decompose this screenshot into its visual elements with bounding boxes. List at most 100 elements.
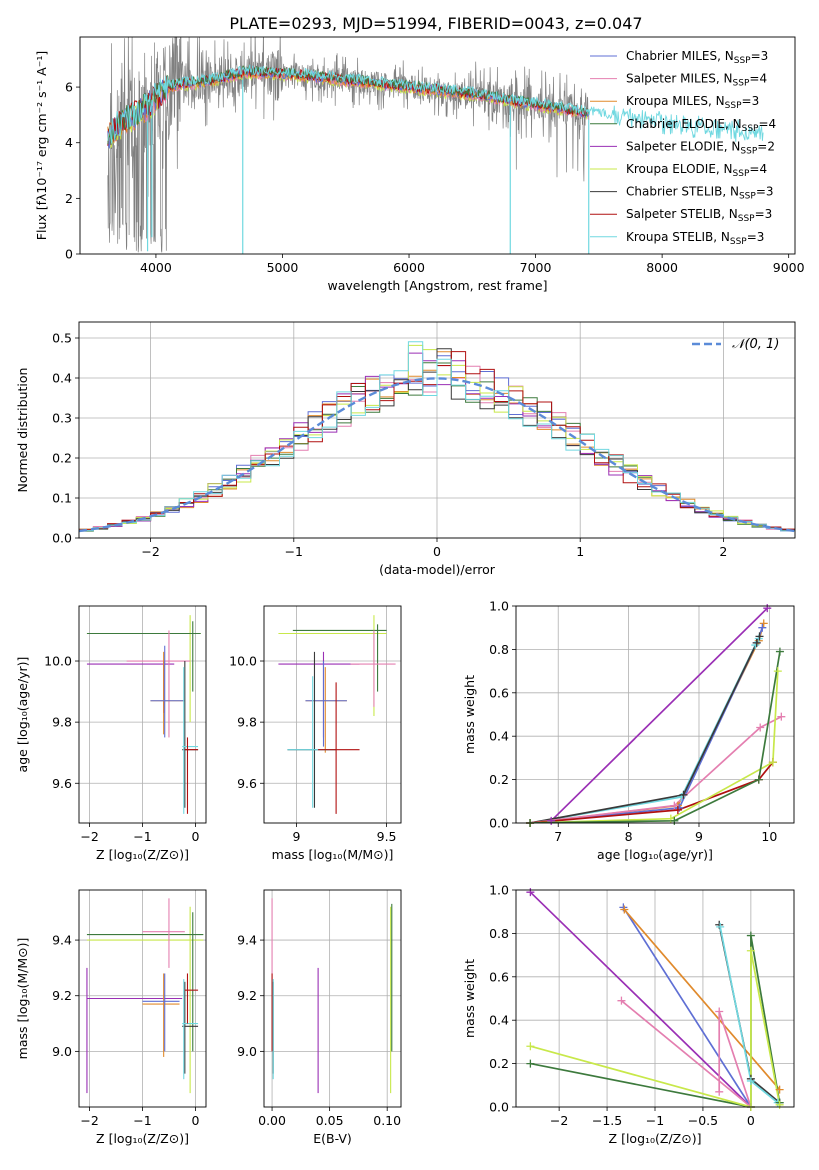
- x-tick-label: 7: [554, 829, 562, 844]
- y-tick-label: 2: [65, 191, 73, 206]
- plot-area-mass_vs_EBV: [271, 898, 393, 1094]
- x-tick-label: 0.10: [373, 1113, 401, 1128]
- axes-age_vs_Z: −2 −1 0 9.6 9.8 10.0 Z [log₁₀(Z/Z⊙)] age [log₁₀…: [15, 605, 207, 862]
- x-tick-label: 0.00: [258, 1113, 286, 1128]
- legend-label-value: =3: [742, 94, 760, 108]
- series-marker-kroupa_stelib: [746, 1076, 755, 1085]
- series-marker-chabrier_elodie: [775, 647, 784, 656]
- series-marker-salpeter_stelib: [673, 805, 682, 814]
- legend-label-subscript: SSP: [742, 124, 759, 134]
- series-marker-chabrier_miles: [758, 623, 767, 632]
- series-line-kroupa_miles: [623, 908, 781, 1091]
- axes-age_vs_mass: 9 9.5 9.6 9.8 10.0 mass [log₁₀(M/M⊙)]: [229, 605, 402, 862]
- axes-frame: [79, 36, 796, 255]
- y-tick-label: 9.0: [237, 1044, 257, 1059]
- x-tick-label: 9000: [773, 260, 805, 275]
- y-tick-label: 0.4: [489, 1013, 509, 1028]
- x-axis-label: Z [log₁₀(Z/Z⊙)]: [96, 847, 189, 862]
- series-marker-salpeter_miles: [670, 801, 679, 810]
- series-line-chabrier_stelib: [529, 636, 761, 823]
- legend-label-subscript: SSP: [733, 169, 750, 179]
- x-axis-label: E(B-V): [313, 1131, 352, 1146]
- x-tick-label: 6000: [393, 260, 425, 275]
- y-tick-label: 9.4: [237, 933, 257, 948]
- y-tick-label: 0.5: [52, 331, 72, 346]
- legend-label: Chabrier ELODIE, NSSP=4: [626, 117, 776, 134]
- y-tick-label: 0.2: [52, 451, 72, 466]
- series-line-kroupa_elodie: [530, 671, 779, 823]
- series-marker-salpeter_miles: [715, 1087, 724, 1096]
- x-tick-label: 9.5: [377, 829, 397, 844]
- x-axis-label: age [log₁₀(age/yr)]: [597, 847, 713, 862]
- legend-label-value: =4: [758, 117, 776, 131]
- series-marker-kroupa_elodie: [773, 667, 782, 676]
- axes-mass_vs_Z: −2 −1 0 9.0 9.2 9.4 Z [log₁₀(Z/Z⊙)] mass [log₁₀…: [15, 889, 207, 1146]
- x-tick-label: −1: [646, 1113, 664, 1128]
- series-marker-kroupa_elodie: [746, 946, 755, 955]
- y-tick-label: 4: [65, 135, 73, 150]
- x-tick-label: −1: [133, 1113, 151, 1128]
- legend-label-text: Kroupa STELIB, N: [626, 230, 730, 244]
- axes-frame: [78, 889, 207, 1108]
- x-tick-label: −1.5: [592, 1113, 622, 1128]
- y-axis-label: Flux [fλ10⁻¹⁷ erg cm⁻² s⁻¹ A⁻¹]: [34, 51, 49, 240]
- y-tick-label: 1.0: [489, 599, 509, 614]
- x-tick-label: 5000: [267, 260, 299, 275]
- series-marker-kroupa_elodie: [768, 758, 777, 767]
- legend-label-text: Kroupa ELODIE, N: [626, 162, 733, 176]
- series-line-salpeter_elodie: [529, 891, 752, 1107]
- y-tick-label: 9.8: [237, 715, 257, 730]
- normal-curve: [79, 377, 795, 533]
- series-marker-chabrier_stelib: [679, 790, 688, 799]
- series-line-salpeter_miles: [620, 1000, 752, 1107]
- y-axis-label: Normed distribution: [15, 368, 30, 493]
- series-marker-kroupa_elodie: [526, 1042, 535, 1051]
- y-tick-label: 9.0: [52, 1044, 72, 1059]
- x-tick-label: 9: [292, 829, 300, 844]
- series-line-chabrier_miles: [530, 627, 764, 823]
- series-marker-salpeter_miles: [617, 996, 626, 1005]
- plot-area-spectrum: [107, 37, 764, 254]
- x-tick-label: 2: [719, 544, 727, 559]
- series-line-kroupa_miles: [530, 623, 765, 823]
- axes-frame: [78, 605, 207, 824]
- x-tick-label: 8000: [646, 260, 678, 275]
- series-line-salpeter_miles: [529, 715, 782, 823]
- series-marker-kroupa_miles: [620, 905, 629, 914]
- x-tick-label: 0: [747, 1113, 755, 1128]
- series-marker-kroupa_elodie: [775, 1100, 784, 1109]
- series-line-salpeter_stelib: [530, 761, 774, 823]
- axes-residuals: −2 −1 0 1 2 0.0 0.1 0.2 0.3 0.4 0.5 (data-model)/er…: [15, 321, 796, 577]
- figure-title: PLATE=0293, MJD=51994, FIBERID=0043, z=0…: [229, 14, 642, 33]
- axes-weight_vs_Z: −2 −1.5 −1 −0.5 0 0.0 0.2 0.4 0.6 0.8 1.0 Z [log₁₀(…: [462, 883, 795, 1146]
- series-line-chabrier_elodie: [530, 651, 781, 823]
- y-tick-label: 0.8: [489, 642, 509, 657]
- series-marker-salpeter_elodie: [547, 816, 556, 825]
- series-marker-kroupa_miles: [759, 619, 768, 628]
- series-marker-chabrier_elodie: [746, 931, 755, 940]
- x-axis-label: (data-model)/error: [379, 562, 496, 577]
- y-tick-label: 1.0: [489, 883, 509, 898]
- y-axis-label: mass [log₁₀(M/M⊙)]: [15, 938, 30, 1060]
- y-tick-label: 9.8: [52, 715, 72, 730]
- series-marker-chabrier_elodie: [670, 816, 679, 825]
- legend-label-subscript: SSP: [733, 79, 750, 89]
- y-axis-label: mass weight: [462, 675, 477, 754]
- legend-label-value: =3: [755, 207, 773, 221]
- y-tick-label: 0.3: [52, 411, 72, 426]
- x-tick-label: −2: [550, 1113, 568, 1128]
- axes-mass_vs_EBV: 0.00 0.05 0.10 9.0 9.2 9.4 E(B-V): [237, 889, 402, 1146]
- legend-label-value: =4: [749, 72, 767, 86]
- y-tick-label: 0.0: [52, 531, 72, 546]
- axes-frame: [78, 321, 796, 539]
- plot-area-mass_vs_Z: [86, 898, 204, 1094]
- y-axis-label: mass weight: [462, 959, 477, 1038]
- series-marker-chabrier_elodie: [754, 775, 763, 784]
- x-axis-label: Z [log₁₀(Z/Z⊙)]: [96, 1131, 189, 1146]
- axes-frame: [263, 889, 402, 1108]
- legend-label: Salpeter MILES, NSSP=4: [626, 72, 767, 89]
- x-tick-label: 0: [433, 544, 441, 559]
- legend-label-text: Kroupa MILES, N: [626, 94, 725, 108]
